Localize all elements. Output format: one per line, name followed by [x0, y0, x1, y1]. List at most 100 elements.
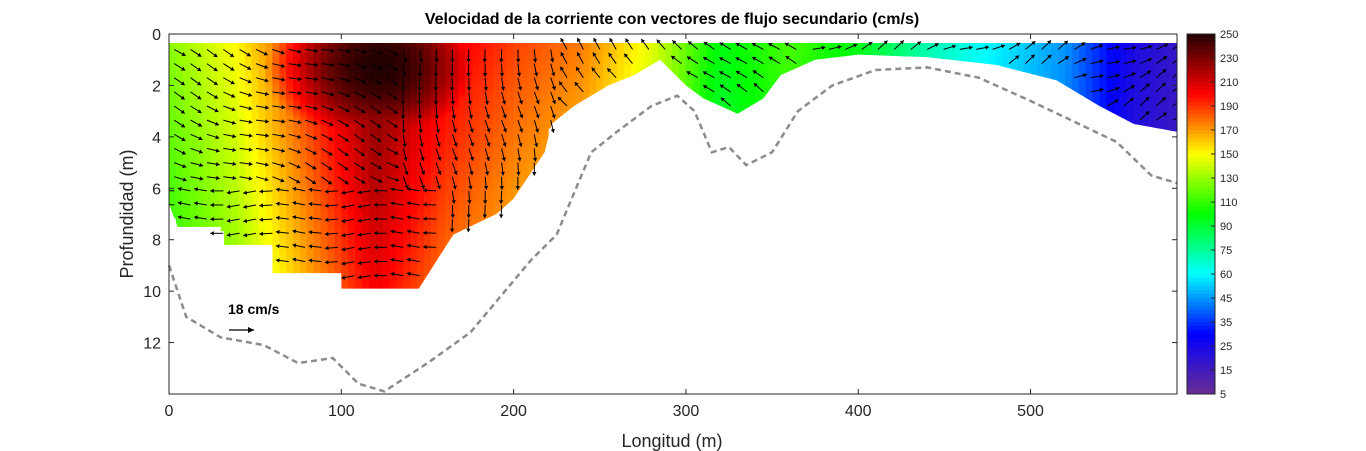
velocity-cell [713, 63, 721, 67]
velocity-cell [265, 133, 273, 137]
velocity-cell [375, 202, 384, 206]
velocity-cell [286, 259, 294, 263]
velocity-cell [458, 84, 466, 88]
velocity-cell [472, 94, 480, 98]
velocity-cell [265, 53, 273, 57]
velocity-cell [327, 71, 335, 75]
velocity-cell [603, 79, 611, 83]
velocity-cell [410, 194, 418, 198]
velocity-cell [382, 169, 391, 173]
velocity-cell [465, 89, 473, 93]
velocity-cell [306, 63, 315, 67]
velocity-cell [437, 104, 446, 108]
velocity-cell [396, 184, 404, 188]
velocity-cell [437, 61, 446, 65]
velocity-cell [472, 81, 480, 85]
velocity-cell [548, 104, 556, 108]
velocity-cell [382, 163, 391, 168]
velocity-cell [362, 138, 370, 142]
velocity-cell [320, 205, 329, 209]
velocity-cell [713, 94, 721, 98]
velocity-cell [417, 107, 425, 111]
velocity-cell [300, 217, 308, 222]
velocity-cell [362, 135, 370, 139]
velocity-cell [320, 140, 329, 144]
velocity-cell [534, 102, 542, 106]
velocity-cell [313, 230, 322, 234]
velocity-cell [169, 181, 177, 186]
velocity-cell [313, 153, 322, 157]
velocity-cell [293, 264, 301, 268]
velocity-cell [548, 109, 556, 114]
velocity-cell [265, 102, 273, 106]
velocity-cell [341, 215, 349, 219]
velocity-cell [444, 181, 453, 186]
velocity-cell [472, 135, 480, 139]
velocity-cell [534, 50, 542, 54]
velocity-cell [637, 68, 646, 72]
velocity-cell [293, 225, 301, 229]
velocity-cell [486, 68, 494, 72]
velocity-cell [444, 81, 453, 85]
velocity-cell [355, 246, 363, 250]
velocity-cell [320, 135, 329, 139]
velocity-cell [403, 228, 411, 232]
velocity-cell [375, 156, 384, 160]
velocity-cell [424, 66, 432, 70]
velocity-cell [300, 161, 308, 165]
velocity-cell [217, 104, 225, 108]
velocity-cell [692, 66, 701, 70]
velocity-cell [210, 174, 218, 178]
velocity-cell [444, 235, 453, 240]
velocity-cell [568, 94, 577, 98]
velocity-cell [341, 241, 349, 245]
velocity-cell [410, 269, 418, 273]
velocity-cell [492, 99, 501, 103]
velocity-cell [403, 269, 411, 273]
velocity-cell [348, 140, 356, 144]
velocity-cell [410, 130, 418, 134]
velocity-cell [561, 91, 570, 96]
velocity-cell [237, 171, 246, 175]
velocity-cell [237, 148, 246, 152]
velocity-cell [210, 76, 218, 80]
velocity-cell [603, 53, 611, 57]
velocity-cell [341, 264, 349, 268]
velocity-cell [231, 55, 239, 60]
velocity-cell [644, 68, 653, 72]
velocity-cell [424, 117, 432, 121]
velocity-cell [520, 43, 528, 47]
velocity-cell [541, 115, 549, 119]
velocity-cell [348, 248, 356, 252]
velocity-cell [458, 215, 466, 219]
velocity-cell [327, 220, 335, 224]
velocity-cell [486, 43, 494, 47]
velocity-cell [189, 109, 198, 114]
velocity-cell [382, 94, 391, 98]
velocity-cell [362, 143, 370, 147]
velocity-cell [506, 140, 515, 144]
velocity-cell [355, 45, 363, 49]
velocity-cell [389, 135, 398, 139]
velocity-cell [362, 248, 370, 252]
velocity-cell [313, 66, 322, 70]
velocity-cell [306, 207, 315, 211]
velocity-cell [362, 169, 370, 173]
velocity-cell [334, 122, 342, 126]
velocity-cell [341, 94, 349, 98]
velocity-cell [258, 187, 267, 191]
velocity-cell [368, 287, 377, 289]
velocity-cell [603, 45, 611, 49]
velocity-cell [506, 107, 515, 111]
velocity-cell [293, 66, 301, 70]
velocity-cell [403, 238, 411, 242]
velocity-cell [368, 58, 377, 62]
velocity-cell [444, 179, 453, 183]
velocity-cell [396, 73, 404, 78]
velocity-cell [520, 153, 528, 157]
velocity-cell [355, 259, 363, 263]
velocity-cell [555, 104, 563, 108]
velocity-cell [506, 104, 515, 108]
velocity-cell [279, 235, 287, 240]
velocity-cell [320, 179, 329, 183]
